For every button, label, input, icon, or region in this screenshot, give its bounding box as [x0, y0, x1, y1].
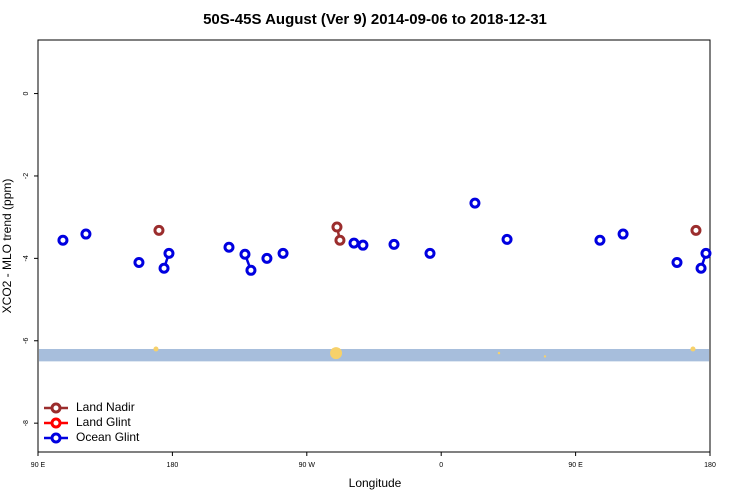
- data-point: [239, 248, 251, 260]
- highlight-marker: [690, 346, 696, 352]
- data-point: [133, 256, 145, 268]
- x-tick-label: 0: [439, 462, 443, 469]
- highlight-marker: [330, 347, 343, 360]
- highlight-marker: [497, 351, 501, 355]
- data-point: [671, 256, 683, 268]
- data-point: [57, 234, 69, 246]
- data-point: [245, 264, 257, 276]
- legend-label: Land Nadir: [76, 400, 135, 414]
- data-point: [261, 252, 273, 264]
- data-point: [223, 241, 235, 253]
- y-tick-label: 0: [23, 92, 30, 96]
- x-tick-label: 90 E: [31, 462, 46, 469]
- data-point: [690, 224, 702, 236]
- data-point: [163, 247, 175, 259]
- data-point: [469, 197, 481, 209]
- data-point: [158, 262, 170, 274]
- legend-label: Land Glint: [76, 415, 131, 429]
- data-point: [424, 247, 436, 259]
- data-point: [695, 262, 707, 274]
- x-axis-label: Longitude: [349, 476, 402, 490]
- data-point: [153, 224, 165, 236]
- data-point: [277, 247, 289, 259]
- x-tick-label: 90 W: [299, 462, 316, 469]
- chart-title: 50S-45S August (Ver 9) 2014-09-06 to 201…: [203, 11, 547, 28]
- highlight-marker: [543, 355, 547, 358]
- highlight-marker: [153, 346, 159, 352]
- data-point: [594, 234, 606, 246]
- data-point: [501, 233, 513, 245]
- legend-label: Ocean Glint: [76, 430, 140, 444]
- data-point: [617, 228, 629, 240]
- y-axis-label: XCO2 - MLO trend (ppm): [0, 179, 14, 314]
- y-tick-label: -2: [23, 173, 30, 179]
- legend-marker: [50, 402, 62, 414]
- y-tick-label: -6: [23, 338, 30, 344]
- plot-frame: [37, 39, 711, 453]
- data-point: [348, 237, 360, 249]
- data-point: [334, 234, 346, 246]
- data-point: [80, 228, 92, 240]
- legend-marker: [50, 417, 62, 429]
- data-point: [357, 239, 369, 251]
- x-tick-label: 90 E: [568, 462, 583, 469]
- data-point: [388, 238, 400, 250]
- x-tick-label: 180: [167, 462, 179, 469]
- legend-marker: [50, 432, 62, 444]
- x-tick-label: 180: [704, 462, 716, 469]
- data-point: [700, 247, 712, 259]
- data-point: [331, 221, 343, 233]
- y-tick-label: -4: [23, 255, 30, 261]
- band: [39, 349, 709, 362]
- y-tick-label: -8: [23, 420, 30, 426]
